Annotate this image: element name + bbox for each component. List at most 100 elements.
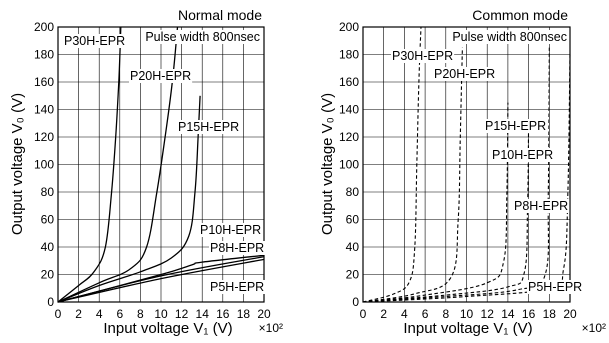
normal-mode-plot-frame: [57, 26, 265, 303]
normal-y-tick-160: 160: [34, 75, 54, 89]
common-x-tick-8: 8: [442, 307, 449, 321]
normal-series-label-p10h: P10H-EPR: [200, 223, 261, 237]
common-x-tick-14: 14: [501, 307, 515, 321]
common-mode-plot-frame: [362, 26, 571, 303]
label-background: [176, 7, 264, 23]
common-y-tick-120: 120: [339, 130, 359, 144]
common-y-tick-160: 160: [339, 75, 359, 89]
normal-x-tick-12: 12: [175, 307, 189, 321]
common-series-label-p10h: P10H-EPR: [492, 148, 553, 162]
common-series-label-p30h: P30H-EPR: [392, 49, 453, 63]
normal-mode-pulse-width-note: Pulse width 800nsec: [145, 30, 260, 44]
normal-series-label-p20h: P20H-EPR: [130, 69, 191, 83]
normal-x-tick-4: 4: [96, 307, 103, 321]
normal-mode-x-multiplier: ×10²: [259, 321, 283, 335]
common-y-tick-80: 80: [346, 185, 360, 199]
normal-curve-p20h-epr: [57, 26, 179, 303]
common-series-label-p15h: P15H-EPR: [485, 119, 546, 133]
common-mode-x-ticks: 0 2 4 6 8 10 12 14 16 18 20: [360, 307, 577, 321]
common-curve-p30h-epr: [362, 26, 422, 303]
normal-x-tick-20: 20: [257, 307, 271, 321]
normal-y-tick-140: 140: [34, 103, 54, 117]
common-x-tick-12: 12: [481, 307, 495, 321]
common-y-tick-40: 40: [346, 240, 360, 254]
label-background: [391, 49, 455, 63]
normal-y-tick-0: 0: [47, 295, 54, 309]
normal-x-tick-2: 2: [75, 307, 82, 321]
normal-y-tick-40: 40: [41, 240, 55, 254]
common-x-tick-16: 16: [522, 307, 536, 321]
normal-y-tick-60: 60: [41, 213, 55, 227]
normal-x-tick-18: 18: [237, 307, 251, 321]
label-background: [177, 120, 241, 134]
normal-x-tick-6: 6: [116, 307, 123, 321]
common-y-tick-140: 140: [339, 103, 359, 117]
common-x-tick-2: 2: [380, 307, 387, 321]
common-y-tick-200: 200: [339, 20, 359, 34]
normal-mode-series-labels: P30H-EPR P20H-EPR P15H-EPR P10H-EPR P8H-…: [63, 34, 266, 294]
normal-mode-x-axis-label: Input voltage V₁ (V): [103, 320, 232, 337]
label-background: [451, 30, 568, 44]
normal-y-tick-120: 120: [34, 130, 54, 144]
normal-mode-title: Normal mode: [178, 7, 262, 23]
common-x-tick-10: 10: [460, 307, 474, 321]
common-y-tick-180: 180: [339, 48, 359, 62]
normal-series-label-p8h: P8H-EPR: [210, 241, 264, 255]
normal-mode-y-axis-label: Output voltage V₀ (V): [9, 93, 26, 235]
label-background: [527, 280, 584, 294]
label-background: [471, 7, 570, 23]
common-mode-series-labels: P30H-EPR P20H-EPR P15H-EPR P10H-EPR P8H-…: [391, 49, 584, 294]
normal-x-tick-14: 14: [196, 307, 210, 321]
common-y-tick-60: 60: [346, 213, 360, 227]
common-mode-y-axis-label: Output voltage V₀ (V): [319, 93, 336, 235]
common-series-label-p5h: P5H-EPR: [528, 280, 582, 294]
common-mode-title: Common mode: [472, 7, 568, 23]
normal-series-label-p30h: P30H-EPR: [64, 34, 125, 48]
label-background: [144, 30, 261, 44]
label-background: [209, 280, 266, 294]
normal-x-tick-8: 8: [137, 307, 144, 321]
common-curve-p20h-epr: [362, 47, 463, 303]
normal-mode-y-ticks: 0 20 40 60 80 100 120 140 160 180 200: [34, 20, 54, 309]
common-x-tick-0: 0: [360, 307, 367, 321]
label-background: [491, 148, 555, 162]
normal-mode-x-ticks: 0 2 4 6 8 10 12 14 16 18 20: [55, 307, 271, 321]
common-x-tick-20: 20: [563, 307, 577, 321]
normal-x-tick-16: 16: [216, 307, 230, 321]
common-x-tick-18: 18: [543, 307, 557, 321]
common-x-tick-6: 6: [422, 307, 429, 321]
label-background: [513, 199, 570, 213]
label-background: [63, 34, 127, 48]
normal-y-tick-180: 180: [34, 48, 54, 62]
normal-curve-p5h-epr: [57, 258, 265, 303]
common-series-label-p8h: P8H-EPR: [514, 199, 568, 213]
normal-x-tick-10: 10: [154, 307, 168, 321]
common-mode-pulse-width-note: Pulse width 800nsec: [452, 30, 567, 44]
normal-curve-p30h-epr: [57, 26, 122, 303]
normal-y-tick-100: 100: [34, 158, 54, 172]
normal-x-tick-0: 0: [55, 307, 62, 321]
common-curve-p10h-epr: [362, 123, 530, 303]
label-background: [484, 119, 548, 133]
normal-curve-p8h-epr: [57, 255, 265, 303]
normal-series-label-p5h: P5H-EPR: [210, 280, 264, 294]
normal-curve-p15h-epr: [57, 95, 201, 303]
label-background: [433, 67, 497, 81]
normal-mode-curves: [57, 26, 265, 303]
normal-y-tick-20: 20: [41, 268, 55, 282]
common-series-label-p20h: P20H-EPR: [434, 67, 495, 81]
common-mode-x-multiplier: ×10²: [582, 321, 606, 335]
label-background: [199, 223, 263, 237]
common-curve-p15h-epr: [362, 102, 509, 303]
common-y-tick-100: 100: [339, 158, 359, 172]
normal-y-tick-80: 80: [41, 185, 55, 199]
normal-y-tick-200: 200: [34, 20, 54, 34]
label-background: [209, 241, 266, 255]
common-mode-x-axis-label: Input voltage V₁ (V): [403, 320, 532, 337]
normal-series-label-p15h: P15H-EPR: [178, 120, 239, 134]
common-y-tick-20: 20: [346, 268, 360, 282]
common-y-tick-0: 0: [352, 295, 359, 309]
